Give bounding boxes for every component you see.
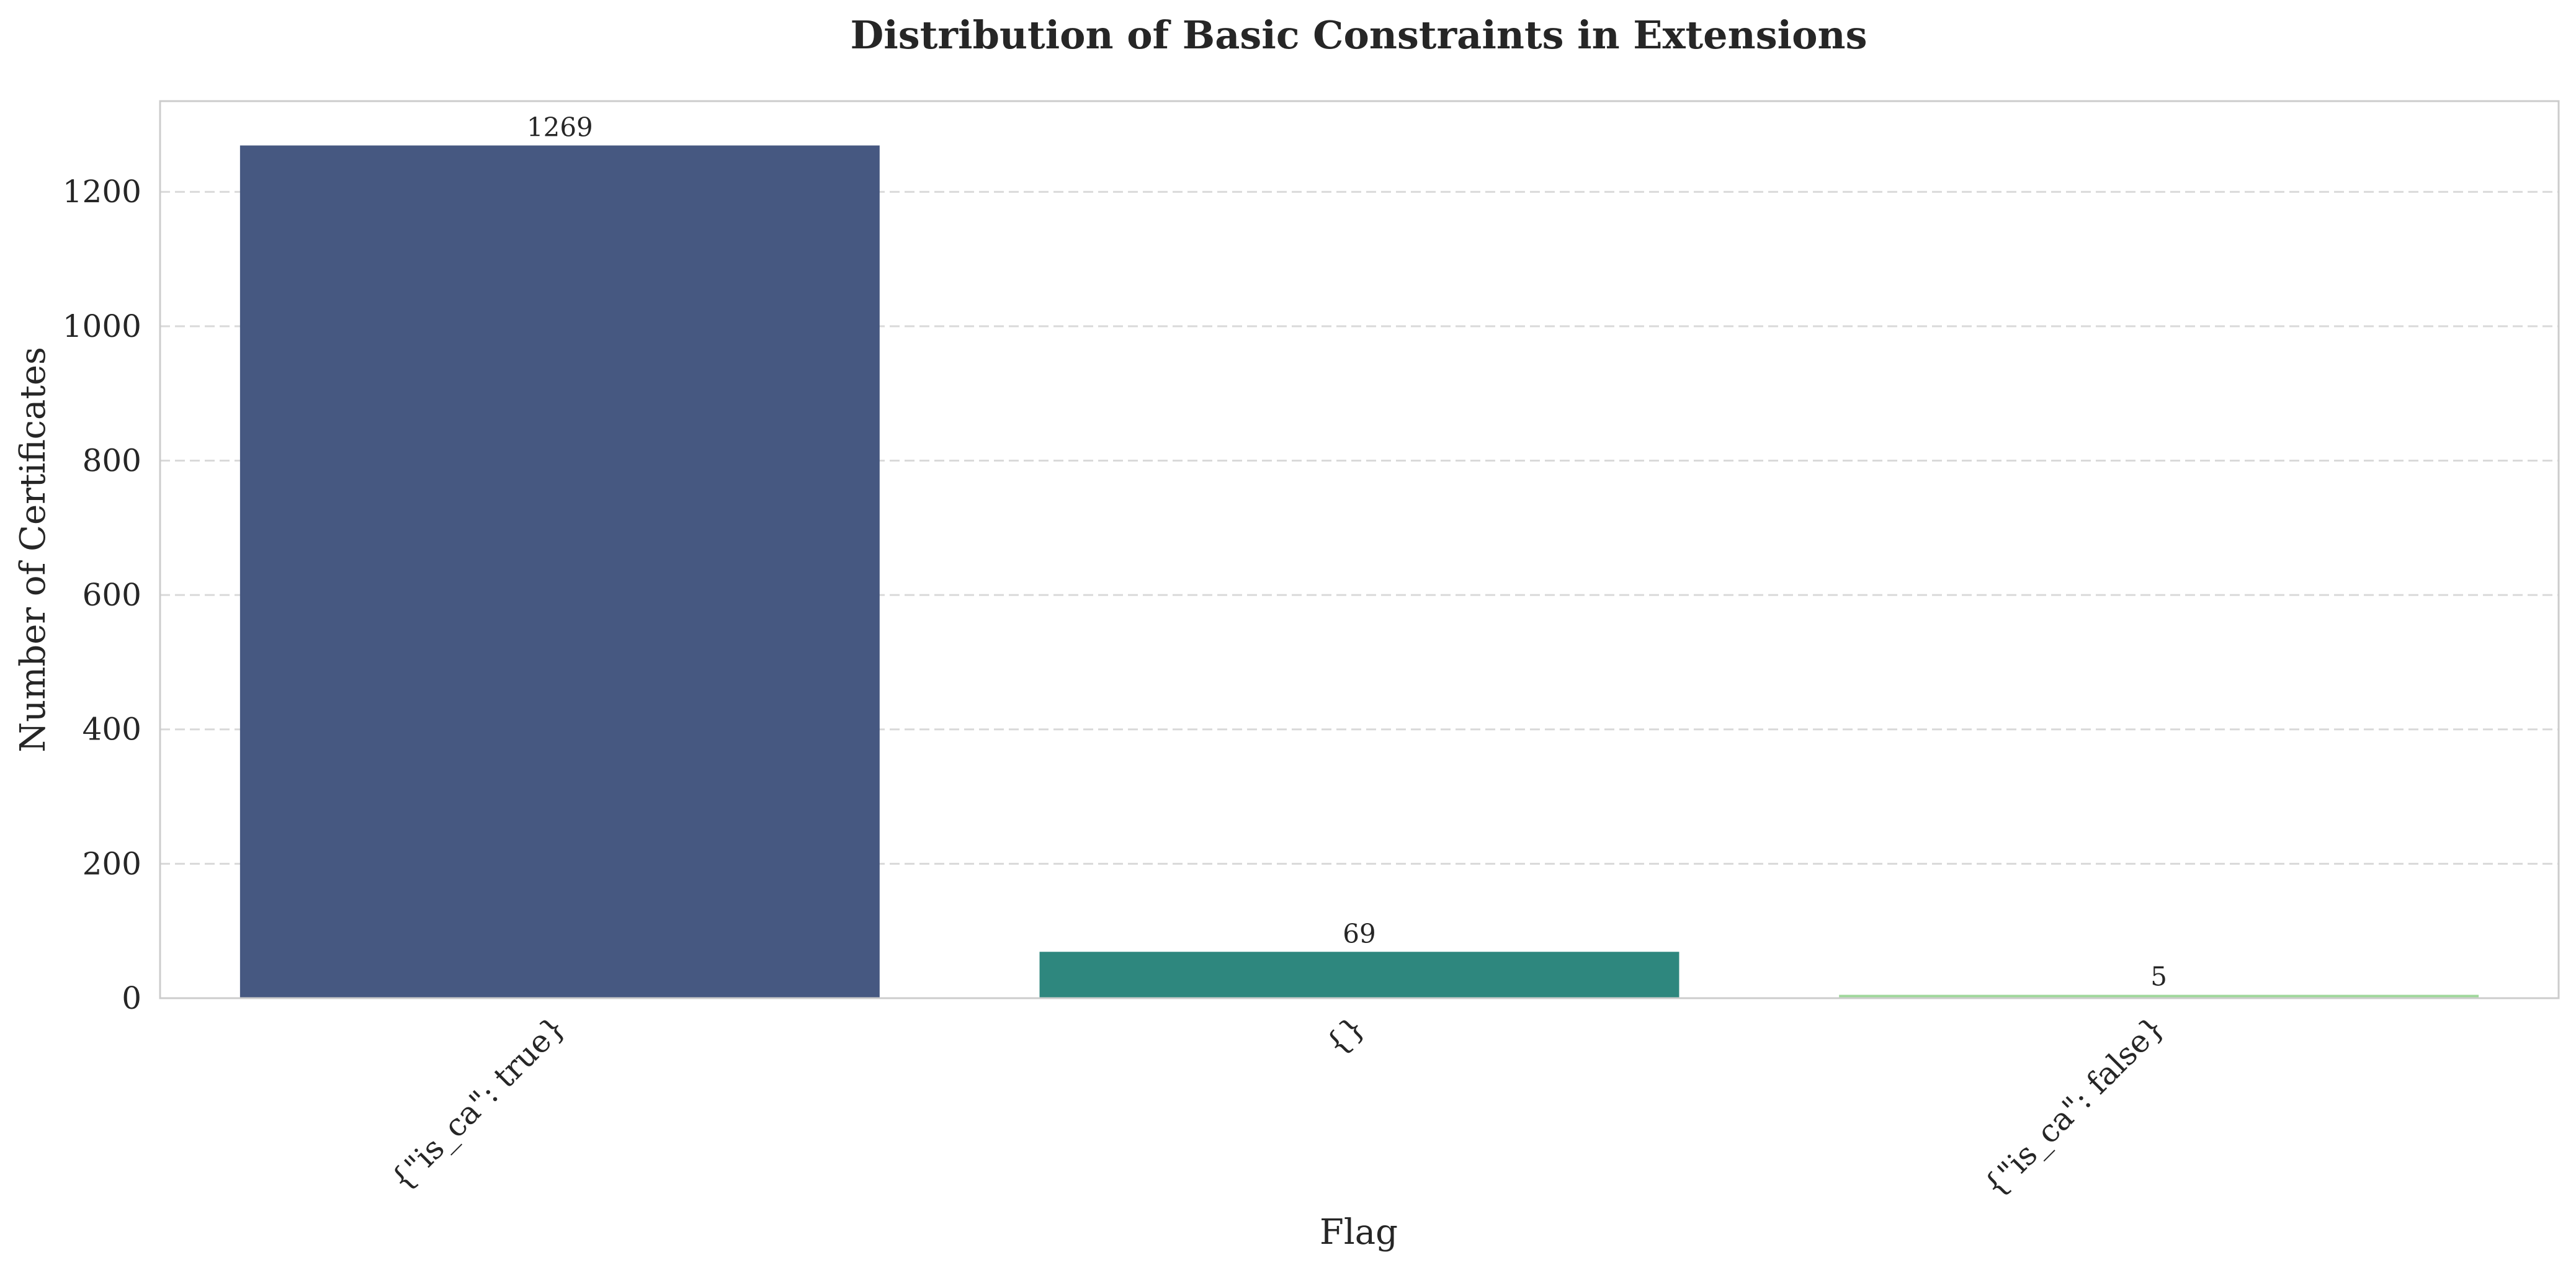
- data-label: 5: [2150, 962, 2167, 992]
- y-tick-label: 0: [122, 980, 141, 1016]
- y-tick-label: 1000: [63, 308, 141, 344]
- data-label: 1269: [527, 112, 593, 142]
- y-tick-label: 800: [83, 442, 141, 478]
- plot-frame: [159, 100, 2560, 999]
- y-tick-label: 1200: [63, 174, 141, 210]
- bars: [239, 145, 2479, 998]
- x-tick-label: {"is_ca": false}: [1977, 1009, 2171, 1204]
- x-tick-label: {"is_ca": true}: [383, 1009, 572, 1197]
- y-axis-label: Number of Certificates: [13, 347, 53, 753]
- bar: [1039, 952, 1679, 998]
- chart-title: Distribution of Basic Constraints in Ext…: [850, 12, 1867, 58]
- y-tick-label: 600: [83, 577, 141, 613]
- x-axis-ticks: {"is_ca": true} {} {"is_ca": false}: [383, 1009, 2171, 1204]
- y-axis-ticks: 0 200 400 600 800 1000 1200: [63, 174, 141, 1016]
- y-tick-label: 200: [83, 846, 141, 882]
- bar: [1839, 994, 2479, 998]
- data-labels: 1269 69 5: [527, 112, 2167, 991]
- gridlines: [160, 190, 2559, 865]
- y-tick-label: 400: [83, 712, 141, 748]
- x-axis-label: Flag: [1320, 1212, 1398, 1253]
- bar: [239, 145, 880, 998]
- data-label: 69: [1343, 918, 1375, 949]
- x-tick-label: {}: [1318, 1009, 1372, 1062]
